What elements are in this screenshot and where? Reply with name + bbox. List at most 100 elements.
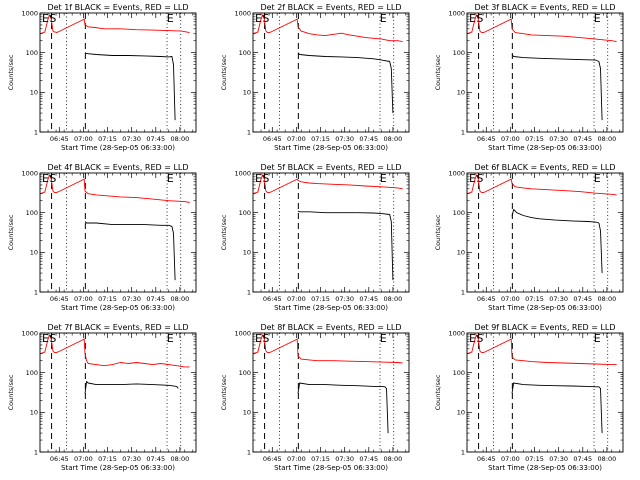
events-series-line — [297, 52, 394, 114]
x-tick-label: 07:30 — [549, 455, 568, 463]
end-marker-label: E — [42, 12, 49, 25]
x-tick-label: 07:00 — [74, 455, 93, 463]
events-series-line — [84, 381, 179, 394]
y-tick-label: 1 — [247, 288, 251, 296]
x-tick-label: 08:00 — [598, 295, 617, 303]
x-tick-label: 07:00 — [501, 295, 520, 303]
panel-6: Det 6f BLACK = Events, RED = LLD Counts/s… — [434, 163, 624, 312]
y-tick-label: 1000 — [234, 9, 251, 17]
y-tick-label: 10 — [457, 409, 465, 417]
y-axis-label: Counts/sec — [220, 214, 228, 250]
end-marker-label: E — [167, 12, 174, 25]
x-tick-label: 07:15 — [311, 135, 330, 143]
y-tick-label: 10 — [30, 409, 38, 417]
y-tick-label: 10 — [243, 249, 251, 257]
x-tick-label: 07:00 — [74, 295, 93, 303]
lld-series-line — [252, 14, 403, 43]
y-tick-label: 1 — [34, 288, 38, 296]
end-marker-label: E — [380, 332, 387, 345]
panel-9: Det 9f BLACK = Events, RED = LLD Counts/s… — [434, 323, 624, 472]
x-tick-label: 07:15 — [98, 295, 117, 303]
panel-title: Det 4f BLACK = Events, RED = LLD — [47, 163, 188, 172]
x-tick-label: 07:45 — [359, 135, 378, 143]
plot-frame — [252, 12, 410, 133]
panel-2: Det 2f BLACK = Events, RED = LLD Counts/s… — [220, 3, 410, 152]
x-axis-label: Start Time (28-Sep-05 06:33:00) — [488, 304, 602, 312]
y-tick-label: 10 — [30, 89, 38, 97]
y-tick-label: 1 — [247, 448, 251, 456]
y-tick-label: 1000 — [21, 9, 38, 17]
y-axis-label: Counts/sec — [7, 214, 15, 250]
end-marker-label: E — [42, 332, 49, 345]
x-tick-label: 08:00 — [598, 135, 617, 143]
end-marker-label: E — [167, 332, 174, 345]
y-axis-label: Counts/sec — [434, 374, 442, 410]
y-tick-label: 100 — [26, 209, 38, 217]
y-axis-label: Counts/sec — [7, 374, 15, 410]
x-tick-label: 08:00 — [384, 455, 403, 463]
y-tick-label: 100 — [239, 209, 251, 217]
panel-8: Det 8f BLACK = Events, RED = LLD Counts/s… — [220, 323, 410, 472]
x-axis-label: Start Time (28-Sep-05 06:33:00) — [61, 304, 175, 312]
y-tick-label: 10 — [457, 249, 465, 257]
x-tick-label: 07:15 — [311, 455, 330, 463]
end-marker-label: E — [380, 12, 387, 25]
y-tick-label: 1000 — [448, 169, 465, 177]
events-series-line — [511, 54, 603, 121]
panel-title: Det 8f BLACK = Events, RED = LLD — [260, 323, 401, 332]
y-tick-label: 10 — [457, 89, 465, 97]
x-tick-label: 07:30 — [335, 135, 354, 143]
x-tick-label: 07:30 — [122, 295, 141, 303]
panel-title: Det 5f BLACK = Events, RED = LLD — [260, 163, 401, 172]
x-tick-label: 07:30 — [335, 455, 354, 463]
x-tick-label: 07:45 — [573, 135, 592, 143]
events-series-line — [511, 209, 603, 274]
start-marker-label: S — [262, 172, 269, 185]
plot-frame — [466, 172, 624, 293]
x-axis-label: Start Time (28-Sep-05 06:33:00) — [488, 144, 602, 152]
plot-frame — [39, 172, 197, 293]
x-tick-label: 06:45 — [50, 135, 69, 143]
x-tick-label: 06:45 — [263, 455, 282, 463]
events-series-line — [297, 210, 394, 281]
end-marker-label: E — [469, 12, 476, 25]
end-marker-label: E — [380, 172, 387, 185]
lld-series-line — [252, 174, 403, 195]
y-tick-label: 10 — [30, 249, 38, 257]
x-tick-label: 07:45 — [359, 455, 378, 463]
y-axis-label: Counts/sec — [220, 374, 228, 410]
events-series-line — [511, 382, 603, 434]
y-tick-label: 1 — [34, 128, 38, 136]
x-tick-label: 08:00 — [171, 135, 190, 143]
lld-series-line — [39, 174, 190, 203]
lld-series-line — [39, 14, 190, 35]
panel-title: Det 6f BLACK = Events, RED = LLD — [474, 163, 615, 172]
end-marker-label: E — [255, 12, 262, 25]
x-tick-label: 08:00 — [384, 135, 403, 143]
x-tick-label: 07:30 — [549, 295, 568, 303]
x-tick-label: 06:45 — [477, 295, 496, 303]
x-tick-label: 07:15 — [311, 295, 330, 303]
x-tick-label: 08:00 — [598, 455, 617, 463]
x-axis-label: Start Time (28-Sep-05 06:33:00) — [274, 464, 388, 472]
x-tick-label: 07:45 — [146, 295, 165, 303]
end-marker-label: E — [167, 172, 174, 185]
end-marker-label: E — [42, 172, 49, 185]
y-tick-label: 10 — [243, 89, 251, 97]
end-marker-label: E — [594, 172, 601, 185]
panel-title: Det 1f BLACK = Events, RED = LLD — [47, 3, 188, 12]
end-marker-label: E — [255, 332, 262, 345]
x-tick-label: 06:45 — [263, 135, 282, 143]
end-marker-label: E — [255, 172, 262, 185]
lld-series-line — [466, 174, 617, 196]
panel-title: Det 3f BLACK = Events, RED = LLD — [474, 3, 615, 12]
panel-title: Det 9f BLACK = Events, RED = LLD — [474, 323, 615, 332]
x-tick-label: 06:45 — [477, 135, 496, 143]
panel-4: Det 4f BLACK = Events, RED = LLD Counts/s… — [7, 163, 197, 312]
x-axis-label: Start Time (28-Sep-05 06:33:00) — [488, 464, 602, 472]
y-tick-label: 10 — [243, 409, 251, 417]
panel-1: Det 1f BLACK = Events, RED = LLD Counts/s… — [7, 3, 197, 152]
start-marker-label: S — [49, 332, 56, 345]
x-tick-label: 06:45 — [50, 455, 69, 463]
